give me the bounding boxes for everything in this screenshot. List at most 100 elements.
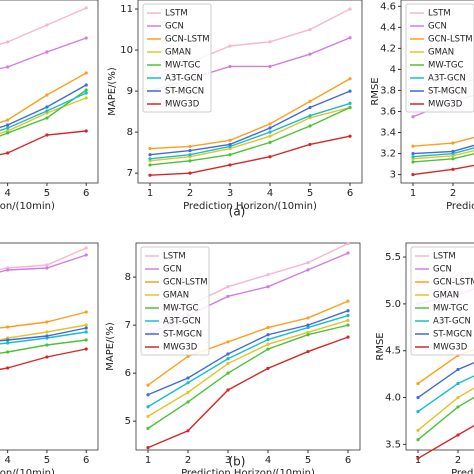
legend-label: LSTM — [428, 9, 451, 19]
legend: LSTM GCN GCN-LSTM GMAN MW-TGC A3T-GCN ST-MGCN M… — [142, 3, 212, 113]
legend-label: MW-TGC — [165, 61, 200, 71]
series-line — [412, 147, 474, 158]
series-line — [0, 247, 87, 271]
legend-label: MWG3D — [163, 343, 198, 353]
caption: (b) — [229, 455, 246, 469]
x-tick-label: 4 — [265, 455, 271, 466]
point — [346, 313, 350, 318]
x-tick-label: 1 — [145, 455, 151, 466]
point — [268, 122, 272, 126]
series-line — [417, 375, 474, 413]
legend-label: GCN — [428, 22, 447, 32]
point — [45, 320, 49, 324]
point — [45, 330, 49, 334]
legend-label: ST-MGCN — [428, 87, 467, 97]
plot-frame — [400, 0, 474, 184]
plot-frame — [405, 242, 474, 451]
x-tick-label: 3 — [225, 455, 231, 466]
point — [45, 109, 49, 113]
point — [411, 172, 415, 177]
point — [306, 323, 310, 327]
point — [266, 273, 270, 277]
series-line — [412, 149, 474, 160]
point — [456, 367, 460, 372]
point — [84, 88, 88, 92]
legend-label: MW-TGC — [428, 61, 463, 71]
point — [348, 7, 352, 11]
point — [451, 149, 455, 154]
point — [226, 285, 230, 289]
y-tick-label: 9 — [127, 86, 133, 97]
y-tick-label: 10 — [120, 45, 133, 56]
point — [416, 381, 420, 386]
point — [84, 83, 88, 87]
point — [266, 366, 270, 370]
x-tick-label: 4 — [4, 188, 10, 199]
point — [266, 325, 270, 330]
series-line — [0, 254, 87, 273]
point — [6, 40, 10, 44]
y-tick-label: 11 — [120, 4, 133, 15]
y-axis-label: RMSE — [370, 77, 381, 105]
series-line — [0, 92, 87, 132]
series-line — [0, 331, 87, 345]
y-tick-label: 5.0 — [385, 299, 401, 310]
point — [228, 138, 232, 142]
point — [268, 134, 272, 138]
legend-label: GCN-LSTM — [165, 35, 210, 45]
point — [456, 405, 460, 409]
series-line — [149, 78, 351, 150]
series-line — [0, 97, 87, 135]
legend-label: GMAN — [163, 291, 189, 301]
series-line — [0, 130, 87, 156]
point — [411, 155, 415, 159]
series-line — [0, 89, 87, 137]
point — [416, 438, 420, 442]
series-line — [0, 84, 87, 129]
legend-label: GMAN — [433, 291, 459, 301]
point — [346, 318, 350, 322]
point — [348, 77, 352, 81]
x-tick-label: 2 — [450, 188, 456, 199]
point — [348, 101, 352, 105]
legend-label: ST-MGCN — [163, 330, 202, 340]
point — [416, 456, 420, 461]
legend-label: GMAN — [165, 48, 191, 58]
legend-label: GCN — [163, 265, 182, 275]
point — [346, 299, 350, 303]
point — [148, 173, 152, 177]
series-line — [147, 300, 349, 386]
x-tick-label: 5 — [44, 188, 50, 199]
chart: 12345633.23.43.63.844.24.44.6Prediction … — [370, 0, 474, 212]
x-tick-label: 5 — [44, 455, 50, 466]
series-line — [0, 311, 87, 329]
x-tick-label: 1 — [415, 455, 421, 466]
point — [6, 350, 10, 354]
legend-box — [405, 3, 474, 113]
point — [228, 44, 232, 48]
point — [6, 126, 10, 130]
point — [6, 123, 10, 127]
point — [84, 326, 88, 330]
point — [266, 285, 270, 289]
point — [6, 341, 10, 345]
chart: 1234563.54.04.55.05.5Prediction Horizon/… — [375, 242, 474, 474]
y-tick-label: 4.0 — [385, 393, 401, 404]
series-line — [412, 144, 474, 155]
chart: 1 2 3 4 5 6 5 6 7 8 Prediction Horizon/(10min) MAPE… — [105, 241, 361, 474]
point — [84, 347, 88, 351]
point — [268, 140, 272, 144]
point — [6, 118, 10, 122]
point — [146, 393, 150, 397]
y-tick-label: 5.5 — [385, 252, 401, 263]
point — [411, 160, 415, 164]
point — [148, 153, 152, 157]
point — [45, 334, 49, 338]
x-tick-label: 6 — [83, 188, 89, 199]
point — [146, 405, 150, 409]
point — [308, 99, 312, 103]
point — [84, 338, 88, 342]
point — [186, 390, 190, 394]
x-tick-label: 5 — [307, 188, 313, 199]
